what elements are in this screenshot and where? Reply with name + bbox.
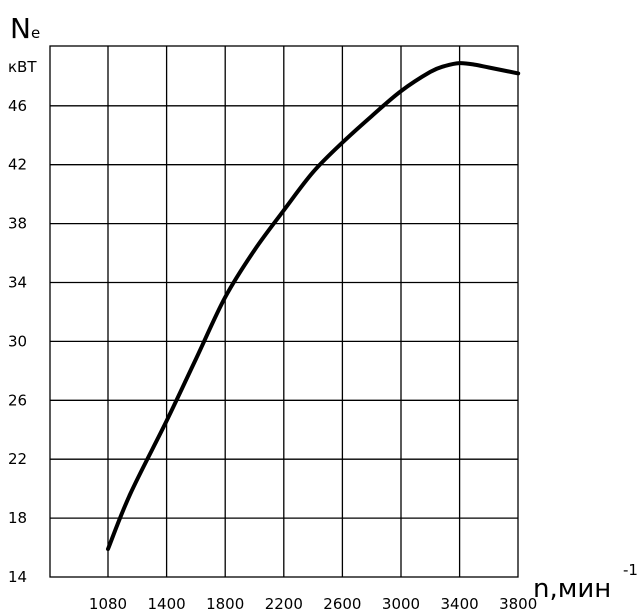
- x-axis-title: n,мин: [533, 574, 611, 604]
- y-tick-label: 22: [8, 450, 27, 468]
- grid: [50, 46, 518, 577]
- x-axis-title-superscript: -1: [623, 561, 638, 579]
- x-tick-label: 3800: [499, 595, 537, 613]
- y-tick-label: 14: [8, 568, 27, 586]
- y-tick-label: 42: [8, 156, 27, 174]
- y-tick-labels: 14 18 22 26 30 34 38 42 46: [8, 97, 27, 586]
- y-axis-unit: кВТ: [8, 58, 37, 76]
- x-tick-label: 3400: [441, 595, 479, 613]
- x-tick-label: 2600: [323, 595, 361, 613]
- y-tick-label: 38: [8, 215, 27, 233]
- x-tick-label: 1400: [148, 595, 186, 613]
- y-tick-label: 18: [8, 509, 27, 527]
- x-tick-label: 1800: [206, 595, 244, 613]
- plot-frame: [49, 45, 519, 578]
- x-tick-labels: 1080 1400 1800 2200 2600 3000 3400 3800: [89, 595, 537, 613]
- y-tick-label: 34: [8, 274, 27, 292]
- y-tick-label: 30: [8, 332, 27, 350]
- x-tick-label: 1080: [89, 595, 127, 613]
- y-axis-title: Ne: [10, 12, 40, 45]
- x-tick-label: 2200: [265, 595, 303, 613]
- power-curve-line: [106, 61, 521, 551]
- y-tick-label: 46: [8, 97, 27, 115]
- x-tick-label: 3000: [382, 595, 420, 613]
- y-tick-label: 26: [8, 391, 27, 409]
